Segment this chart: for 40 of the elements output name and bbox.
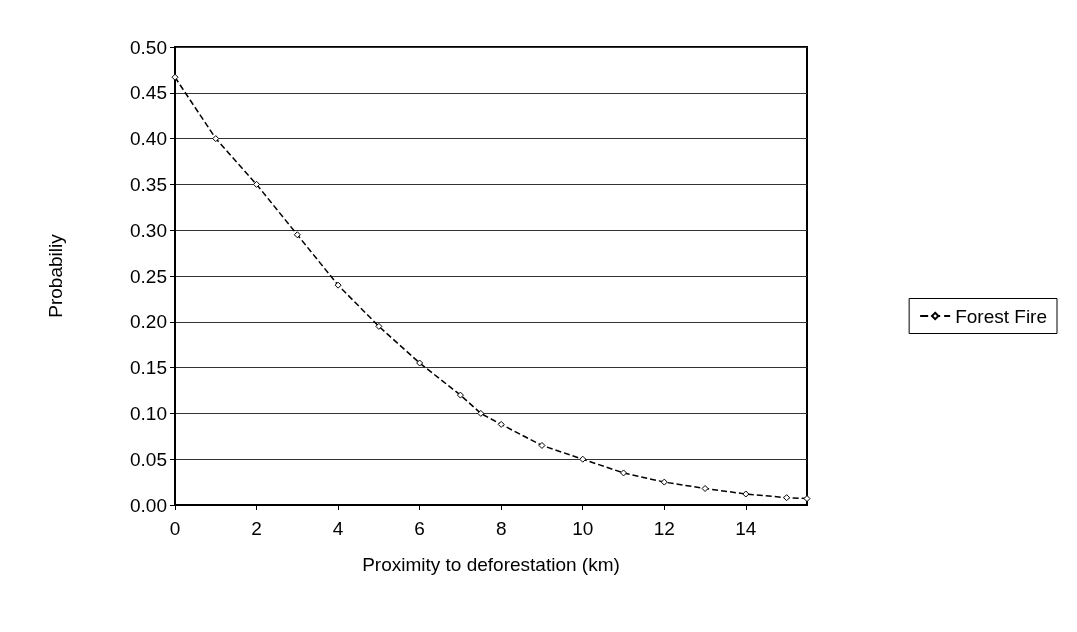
y-tick-label: 0.30 — [130, 219, 167, 241]
point — [375, 322, 383, 330]
y-tick-label: 0.25 — [130, 265, 167, 287]
point — [212, 135, 220, 143]
y-tick-label: 0.15 — [130, 357, 167, 379]
y-tick-label: 0.35 — [130, 173, 167, 195]
point — [477, 409, 485, 417]
x-tick-label: 14 — [735, 518, 757, 539]
point — [253, 180, 261, 188]
point — [803, 495, 811, 503]
point — [293, 231, 301, 239]
x-tick-label: 10 — [572, 518, 594, 539]
x-tick-label: 8 — [495, 518, 507, 539]
point — [456, 391, 464, 399]
point — [538, 441, 546, 449]
point — [497, 420, 505, 428]
x-tick-label: 4 — [332, 518, 344, 539]
x-tick-label: 6 — [414, 518, 425, 539]
x-tick-label: 2 — [251, 518, 262, 539]
y-tick-label: 0.20 — [130, 311, 167, 333]
y-tick-label: 0.10 — [130, 402, 167, 424]
legend-label: Forest Fire — [955, 305, 1048, 327]
y-tick-label: 0.50 — [130, 36, 167, 58]
point — [701, 485, 709, 493]
point — [416, 359, 424, 367]
y-tick-label: 0.05 — [130, 448, 167, 470]
point — [171, 73, 179, 81]
point — [660, 478, 668, 486]
x-axis-title: Proximity to deforestation (km) — [362, 554, 620, 575]
point — [334, 281, 342, 289]
y-tick-label: 0.40 — [130, 128, 167, 150]
point — [579, 455, 587, 463]
y-tick-label: 0.00 — [130, 494, 167, 516]
x-tick-label: 12 — [653, 518, 675, 539]
point — [620, 469, 628, 477]
y-tick-label: 0.45 — [130, 82, 167, 104]
y-axis-title: Probabiliy — [45, 233, 66, 318]
point — [783, 494, 791, 502]
x-tick-label: 0 — [169, 518, 181, 539]
point — [742, 490, 750, 498]
